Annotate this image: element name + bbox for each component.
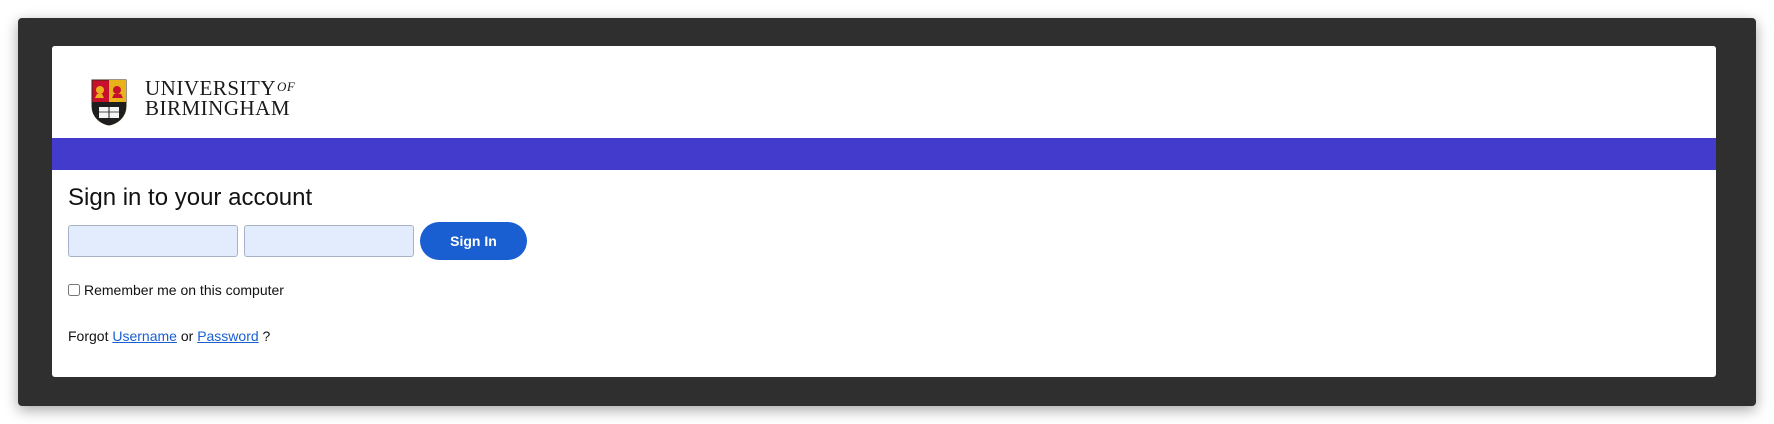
university-wordmark: UNIVERSITYOF BIRMINGHAM: [145, 76, 296, 120]
forgot-prefix: Forgot: [68, 328, 109, 344]
forgot-password-link[interactable]: Password: [197, 328, 259, 344]
wordmark-line-1: UNIVERSITYOF: [145, 76, 296, 100]
header-color-band: [52, 138, 1716, 170]
forgot-username-link[interactable]: Username: [112, 328, 177, 344]
username-input[interactable]: [68, 225, 238, 257]
login-card: UNIVERSITYOF BIRMINGHAM Sign in to your …: [52, 46, 1716, 377]
university-crest-icon: [91, 79, 127, 126]
sign-in-button[interactable]: Sign In: [420, 222, 527, 260]
forgot-credentials-row: Forgot Username or Password ?: [68, 328, 270, 344]
password-input[interactable]: [244, 225, 414, 257]
remember-me-row[interactable]: Remember me on this computer: [68, 282, 284, 298]
wordmark-university: UNIVERSITY: [145, 76, 276, 100]
remember-me-label: Remember me on this computer: [84, 282, 284, 298]
forgot-or-text: or: [180, 328, 194, 344]
browser-window-frame: UNIVERSITYOF BIRMINGHAM Sign in to your …: [18, 18, 1756, 406]
wordmark-line-2: BIRMINGHAM: [145, 96, 291, 120]
remember-me-checkbox[interactable]: [68, 284, 80, 296]
wordmark-of: OF: [277, 79, 296, 94]
page-title: Sign in to your account: [68, 184, 313, 211]
site-header: UNIVERSITYOF BIRMINGHAM: [52, 46, 1716, 138]
forgot-suffix: ?: [262, 328, 271, 344]
